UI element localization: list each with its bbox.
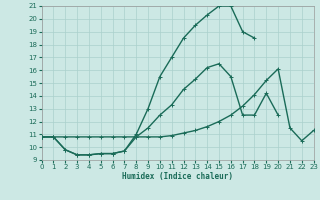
X-axis label: Humidex (Indice chaleur): Humidex (Indice chaleur) [122, 172, 233, 181]
